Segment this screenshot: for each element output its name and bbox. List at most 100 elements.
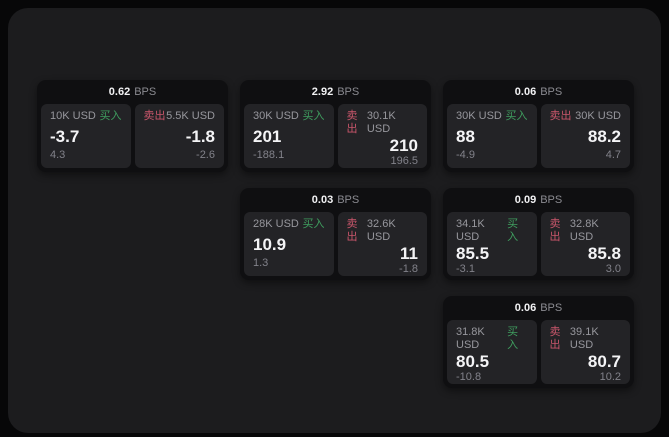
bps-value: 0.03 <box>311 194 334 206</box>
quote-body: 30K USD 买入 88 -4.9 卖出 30K USD 88.2 4.7 <box>447 104 630 168</box>
sell-side-label: 卖出 <box>549 110 572 122</box>
buy-price: 80.5 <box>456 352 490 371</box>
sell-side-label: 卖出 <box>549 218 561 243</box>
sell-price: 210 <box>389 136 418 155</box>
sell-tile[interactable]: 卖出 5.5K USD -1.8 -2.6 <box>134 104 224 168</box>
quote-card-5: 0.09 BPS 34.1K USD 买入 85.5 -3.1 卖出 32.8K… <box>443 188 634 280</box>
bps-header: 0.09 BPS <box>447 188 630 212</box>
bps-value: 0.06 <box>514 86 537 98</box>
sell-tile-top: 卖出 5.5K USD <box>144 110 216 123</box>
quote-body: 10K USD 买入 -3.7 4.3 卖出 5.5K USD -1.8 -2.… <box>41 104 224 168</box>
sell-price: 11 <box>400 244 418 263</box>
buy-price: -3.7 <box>50 126 80 146</box>
sell-side-label: 卖出 <box>549 326 561 351</box>
buy-tile-top: 34.1K USD 买入 <box>456 218 528 244</box>
sell-amount: 39.1K USD <box>569 326 599 351</box>
buy-side-label: 买入 <box>99 110 122 122</box>
sell-delta: -1.8 <box>399 263 418 275</box>
bps-value: 0.09 <box>514 194 537 206</box>
sell-side-label: 卖出 <box>346 110 358 135</box>
buy-tile-top: 10K USD 买入 <box>50 110 122 123</box>
quote-card-3: 0.06 BPS 30K USD 买入 88 -4.9 卖出 30K USD <box>443 80 634 172</box>
bps-unit-label: BPS <box>540 302 563 314</box>
sell-tile[interactable]: 卖出 30K USD 88.2 4.7 <box>540 104 630 168</box>
buy-amount: 31.8K USD <box>456 326 485 351</box>
quote-body: 30K USD 买入 201 -188.1 卖出 30.1K USD 210 1… <box>244 104 427 168</box>
sell-price: 85.8 <box>587 244 621 263</box>
quote-card-grid: 0.62 BPS 10K USD 买入 -3.7 4.3 卖出 5.5K USD <box>37 80 634 388</box>
sell-side-label: 卖出 <box>346 218 358 243</box>
sell-delta: 196.5 <box>390 155 418 167</box>
buy-tile[interactable]: 30K USD 买入 88 -4.9 <box>447 104 537 168</box>
buy-tile-top: 30K USD 买入 <box>253 110 325 123</box>
sell-tile[interactable]: 卖出 30.1K USD 210 196.5 <box>337 104 427 168</box>
quote-card-1: 0.62 BPS 10K USD 买入 -3.7 4.3 卖出 5.5K USD <box>37 80 228 172</box>
bps-unit-label: BPS <box>134 86 157 98</box>
buy-amount: 10K USD <box>50 110 96 122</box>
bps-header: 0.03 BPS <box>244 188 427 212</box>
buy-side-label: 买入 <box>507 326 519 351</box>
bps-value: 0.06 <box>514 302 537 314</box>
sell-amount: 32.8K USD <box>569 218 599 243</box>
buy-tile[interactable]: 34.1K USD 买入 85.5 -3.1 <box>447 212 537 276</box>
sell-delta: 4.7 <box>605 149 621 161</box>
sell-side-label: 卖出 <box>143 110 166 122</box>
buy-amount: 34.1K USD <box>456 218 485 243</box>
sell-tile-top: 卖出 30K USD <box>550 110 622 123</box>
sell-price: -1.8 <box>185 126 215 146</box>
sell-tile[interactable]: 卖出 32.6K USD 11 -1.8 <box>337 212 427 276</box>
buy-side-label: 买入 <box>507 218 519 243</box>
bps-header: 0.06 BPS <box>447 80 630 104</box>
buy-tile[interactable]: 28K USD 买入 10.9 1.3 <box>244 212 334 276</box>
main-panel: 0.62 BPS 10K USD 买入 -3.7 4.3 卖出 5.5K USD <box>8 8 661 433</box>
buy-price: 88 <box>456 126 475 146</box>
buy-tile[interactable]: 10K USD 买入 -3.7 4.3 <box>41 104 131 168</box>
bps-header: 2.92 BPS <box>244 80 427 104</box>
sell-tile-top: 卖出 32.8K USD <box>550 218 622 244</box>
buy-price: 85.5 <box>456 244 490 263</box>
sell-tile[interactable]: 卖出 39.1K USD 80.7 10.2 <box>540 320 630 384</box>
bps-value: 2.92 <box>311 86 334 98</box>
sell-amount: 30.1K USD <box>366 110 396 135</box>
bps-value: 0.62 <box>108 86 131 98</box>
sell-tile-top: 卖出 30.1K USD <box>347 110 419 136</box>
buy-price: 201 <box>253 126 282 146</box>
sell-price: 88.2 <box>587 126 621 146</box>
quote-card-6: 0.06 BPS 31.8K USD 买入 80.5 -10.8 卖出 39.1… <box>443 296 634 388</box>
sell-delta: -2.6 <box>196 149 215 161</box>
sell-delta: 3.0 <box>605 263 621 275</box>
sell-price: 80.7 <box>587 352 621 371</box>
bps-header: 0.62 BPS <box>41 80 224 104</box>
buy-tile-top: 30K USD 买入 <box>456 110 528 123</box>
bps-unit-label: BPS <box>540 194 563 206</box>
buy-tile-top: 31.8K USD 买入 <box>456 326 528 352</box>
sell-amount: 30K USD <box>575 110 621 122</box>
bps-unit-label: BPS <box>540 86 563 98</box>
buy-delta: -188.1 <box>253 149 285 161</box>
sell-amount: 5.5K USD <box>166 110 215 122</box>
buy-delta: -10.8 <box>456 371 482 383</box>
buy-delta: -3.1 <box>456 263 475 275</box>
buy-price: 10.9 <box>253 234 287 254</box>
buy-side-label: 买入 <box>302 110 325 122</box>
buy-amount: 30K USD <box>253 110 299 122</box>
bps-header: 0.06 BPS <box>447 296 630 320</box>
sell-delta: 10.2 <box>599 371 621 383</box>
buy-side-label: 买入 <box>505 110 528 122</box>
buy-amount: 28K USD <box>253 218 299 230</box>
buy-side-label: 买入 <box>302 218 325 230</box>
buy-tile-top: 28K USD 买入 <box>253 218 325 231</box>
sell-tile[interactable]: 卖出 32.8K USD 85.8 3.0 <box>540 212 630 276</box>
buy-delta: 1.3 <box>253 257 269 269</box>
quote-body: 34.1K USD 买入 85.5 -3.1 卖出 32.8K USD 85.8… <box>447 212 630 276</box>
buy-delta: -4.9 <box>456 149 475 161</box>
buy-tile[interactable]: 31.8K USD 买入 80.5 -10.8 <box>447 320 537 384</box>
bps-unit-label: BPS <box>337 194 360 206</box>
bps-unit-label: BPS <box>337 86 360 98</box>
buy-tile[interactable]: 30K USD 买入 201 -188.1 <box>244 104 334 168</box>
quote-body: 31.8K USD 买入 80.5 -10.8 卖出 39.1K USD 80.… <box>447 320 630 384</box>
sell-tile-top: 卖出 32.6K USD <box>347 218 419 244</box>
quote-card-2: 2.92 BPS 30K USD 买入 201 -188.1 卖出 30.1K … <box>240 80 431 172</box>
sell-tile-top: 卖出 39.1K USD <box>550 326 622 352</box>
quote-card-4: 0.03 BPS 28K USD 买入 10.9 1.3 卖出 32.6K US… <box>240 188 431 280</box>
